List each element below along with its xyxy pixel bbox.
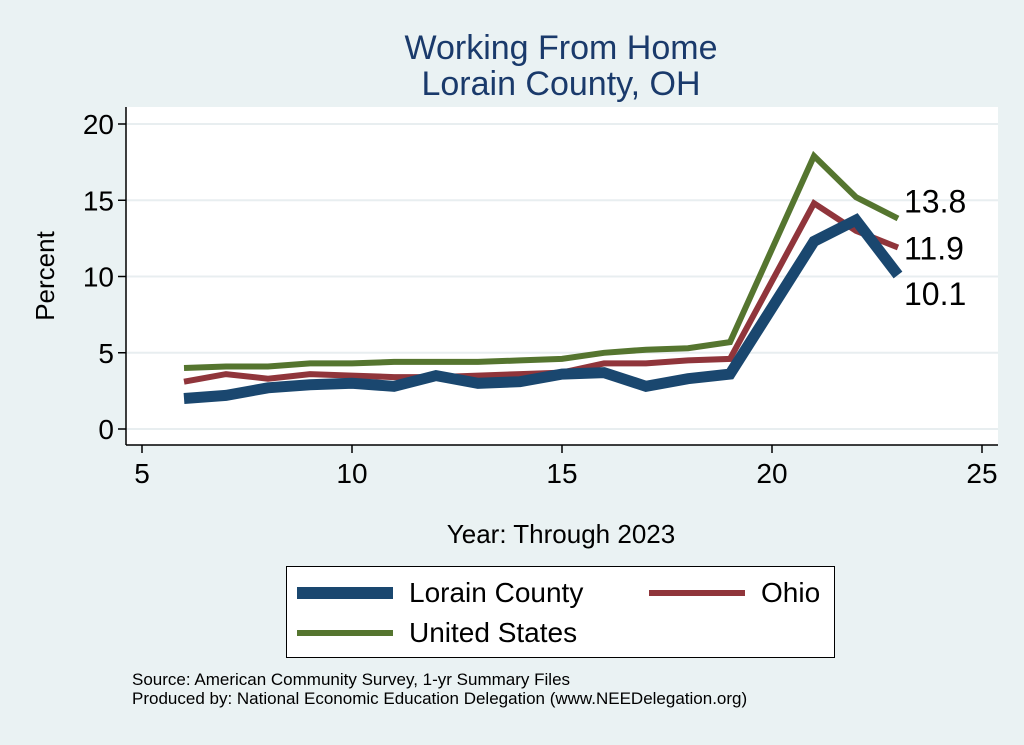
x-axis-label: Year: Through 2023 xyxy=(447,519,675,549)
x-tick-label: 20 xyxy=(756,458,787,489)
y-tick-label: 20 xyxy=(83,109,114,140)
series-line-united-states xyxy=(183,150,900,371)
legend-item-united-states: United States xyxy=(297,615,577,651)
source-line: Source: American Community Survey, 1-yr … xyxy=(132,670,571,689)
produced-by-line: Produced by: National Economic Education… xyxy=(132,689,748,708)
x-tick-label: 25 xyxy=(966,458,997,489)
legend-item-ohio: Ohio xyxy=(649,575,820,611)
end-label-united-states: 13.8 xyxy=(904,184,966,220)
y-axis-label: Percent xyxy=(30,230,60,320)
x-tick-label: 15 xyxy=(546,458,577,489)
x-tick-label: 5 xyxy=(134,458,150,489)
y-tick-label: 5 xyxy=(98,338,114,369)
gridlines xyxy=(126,123,998,430)
source-note: Source: American Community Survey, 1-yr … xyxy=(132,670,747,708)
series-group xyxy=(183,150,903,404)
legend-swatch-united-states xyxy=(297,630,393,636)
x-tick-label: 10 xyxy=(336,458,367,489)
series-line-ohio xyxy=(183,199,900,385)
legend-item-lorain-county: Lorain County xyxy=(297,575,583,611)
chart-subtitle: Lorain County, OH xyxy=(421,65,700,103)
end-label-ohio: 11.9 xyxy=(904,231,964,267)
y-tick-label: 15 xyxy=(83,185,114,216)
end-labels: 10.1 11.9 13.8 xyxy=(904,184,966,312)
line-chart: Working From Home Lorain County, OH 0510… xyxy=(30,29,998,549)
y-tick-label: 0 xyxy=(98,414,114,445)
legend-label-united-states: United States xyxy=(409,617,578,648)
legend-label-lorain-county: Lorain County xyxy=(409,577,584,608)
series-line-lorain-county xyxy=(183,213,903,404)
legend: Lorain County Ohio United States xyxy=(286,566,835,658)
chart-title: Working From Home xyxy=(405,29,718,67)
y-tick-label: 10 xyxy=(83,262,114,293)
end-label-lorain-county: 10.1 xyxy=(904,276,966,312)
legend-swatch-ohio xyxy=(649,590,745,596)
legend-label-ohio: Ohio xyxy=(761,577,821,608)
legend-swatch-lorain-county xyxy=(297,587,393,599)
